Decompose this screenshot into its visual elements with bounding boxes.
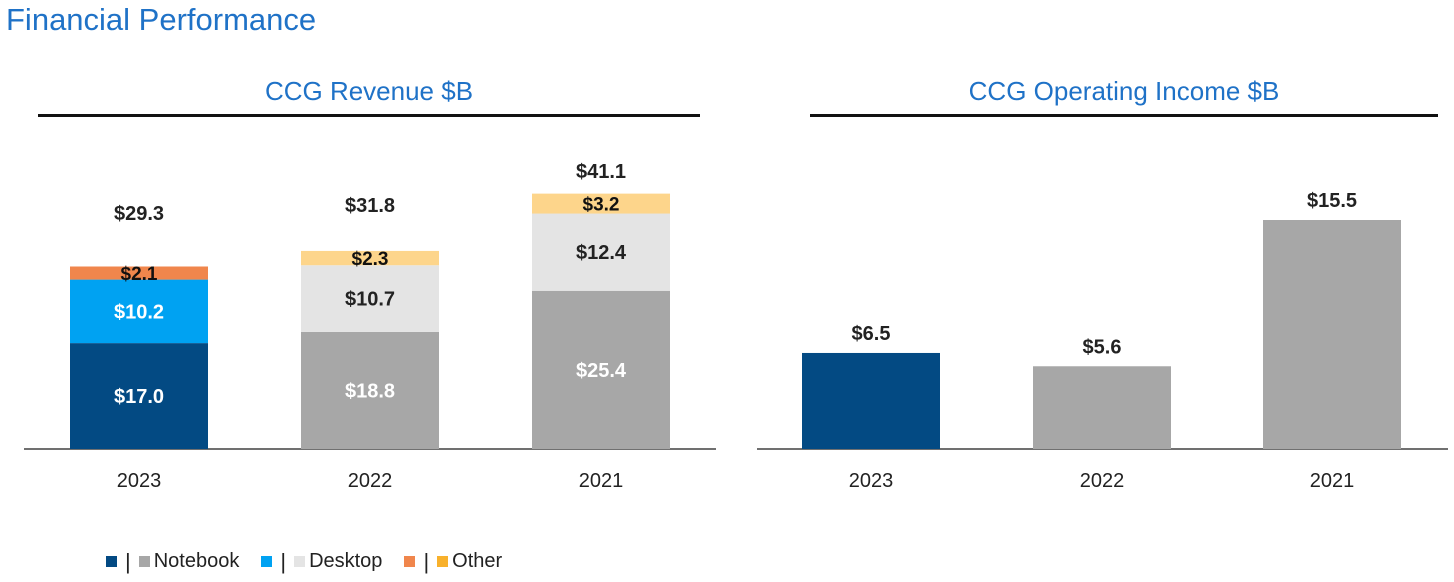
- legend-separator: |: [125, 548, 131, 574]
- legend-other-label: Other: [452, 550, 503, 572]
- legend-other-prior-swatch: [437, 556, 449, 567]
- income-chart-title: CCG Operating Income $B: [968, 76, 1280, 106]
- legend-desktop-prior-swatch: [294, 556, 306, 567]
- income-data-label-2021: $15.5: [1307, 190, 1357, 212]
- legend: | Notebook | Desktop | Other: [106, 550, 524, 573]
- revenue-data-label-other-2023: $2.1: [121, 264, 158, 285]
- income-data-label-2022: $5.6: [1083, 336, 1122, 358]
- revenue-bar-notebook-2021: [532, 290, 670, 449]
- revenue-x-tick-2022: 2022: [348, 470, 393, 492]
- revenue-bar-desktop-2021: [532, 213, 670, 291]
- legend-notebook-prior-swatch: [138, 556, 150, 567]
- revenue-data-label-other-2021: $3.2: [583, 195, 620, 216]
- legend-desktop-2023-swatch: [261, 556, 273, 567]
- legend-separator: |: [280, 548, 287, 574]
- revenue-data-label-desktop-2022: $10.7: [345, 289, 395, 311]
- revenue-data-label-other-2022: $2.3: [352, 249, 389, 270]
- revenue-bar-other-2023: [70, 266, 208, 280]
- revenue-bar-notebook-2023: [70, 343, 208, 449]
- revenue-total-label-2023: $29.3: [114, 203, 164, 225]
- page-title: Financial Performance: [6, 2, 317, 37]
- legend-separator: |: [423, 548, 430, 574]
- revenue-x-tick-2021: 2021: [579, 470, 624, 492]
- revenue-data-label-notebook-2021: $25.4: [576, 360, 627, 382]
- income-title-rule: [810, 114, 1438, 117]
- legend-notebook-2023-swatch: [106, 556, 117, 567]
- legend-desktop-label: Desktop: [309, 550, 383, 572]
- revenue-bar-desktop-2023: [70, 279, 208, 344]
- revenue-title-rule: [38, 114, 700, 117]
- income-x-tick-2022: 2022: [1080, 470, 1125, 492]
- revenue-total-label-2021: $41.1: [576, 161, 626, 183]
- revenue-bar-other-2021: [532, 193, 670, 214]
- income-bar-2021: [1263, 220, 1401, 449]
- income-x-tick-2021: 2021: [1310, 470, 1355, 492]
- revenue-bar-notebook-2022: [301, 331, 439, 449]
- legend-notebook-label: Notebook: [153, 550, 240, 572]
- revenue-data-label-notebook-2023: $17.0: [114, 386, 164, 408]
- income-bar-2023: [802, 352, 940, 449]
- revenue-data-label-notebook-2022: $18.8: [345, 380, 395, 402]
- revenue-bar-other-2022: [301, 250, 439, 266]
- income-x-tick-2023: 2023: [849, 470, 894, 492]
- revenue-total-label-2022: $31.8: [345, 195, 395, 217]
- revenue-x-tick-2023: 2023: [117, 470, 162, 492]
- revenue-chart-title: CCG Revenue $B: [264, 76, 474, 106]
- income-data-label-2023: $6.5: [852, 323, 891, 345]
- revenue-data-label-desktop-2021: $12.4: [576, 242, 627, 264]
- revenue-bar-desktop-2022: [301, 265, 439, 332]
- revenue-data-label-desktop-2023: $10.2: [114, 301, 164, 323]
- legend-other-2023-swatch: [404, 556, 416, 567]
- income-bar-2022: [1033, 366, 1171, 449]
